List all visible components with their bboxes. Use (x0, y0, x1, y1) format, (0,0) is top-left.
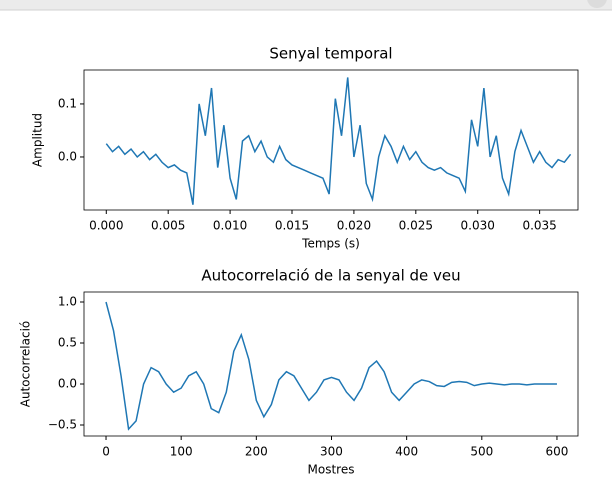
x-tick-label: 0.010 (213, 219, 247, 233)
x-tick-label: 400 (395, 445, 418, 459)
x-tick-label: 0.030 (461, 219, 495, 233)
x-tick-label: 600 (546, 445, 569, 459)
x-tick-label: 0.035 (522, 219, 556, 233)
x-tick-label: 0.005 (151, 219, 185, 233)
x-axis-label: Mostres (308, 463, 355, 477)
y-tick-label: 0.0 (58, 377, 77, 391)
y-tick-label: 1.0 (58, 295, 77, 309)
window-close-button[interactable] (587, 0, 607, 8)
y-tick-label: 0.0 (58, 149, 77, 163)
x-tick-label: 100 (170, 445, 193, 459)
x-tick-label: 300 (320, 445, 343, 459)
x-tick-label: 0.020 (337, 219, 371, 233)
data-line (105, 301, 557, 431)
chart-title: Autocorrelació de la senyal de veu (201, 267, 460, 285)
x-tick-label: 0.000 (89, 219, 123, 233)
plot-frame (83, 69, 579, 211)
window-titlebar (0, 0, 612, 10)
y-tick-label: −0.5 (48, 418, 77, 432)
x-tick-label: 0.015 (275, 219, 309, 233)
x-tick-label: 0 (102, 445, 110, 459)
y-tick-label: 0.5 (58, 336, 77, 350)
data-line (105, 77, 572, 205)
y-tick-label: 0.1 (58, 96, 77, 110)
chart-title: Senyal temporal (269, 45, 392, 63)
y-axis-label: Autocorrelació (19, 321, 33, 408)
x-tick-label: 500 (470, 445, 493, 459)
y-axis-label: Amplitud (31, 113, 45, 167)
plot-frame (83, 291, 579, 437)
x-tick-label: 0.025 (399, 219, 433, 233)
x-tick-label: 200 (245, 445, 268, 459)
x-axis-label: Temps (s) (301, 237, 360, 251)
